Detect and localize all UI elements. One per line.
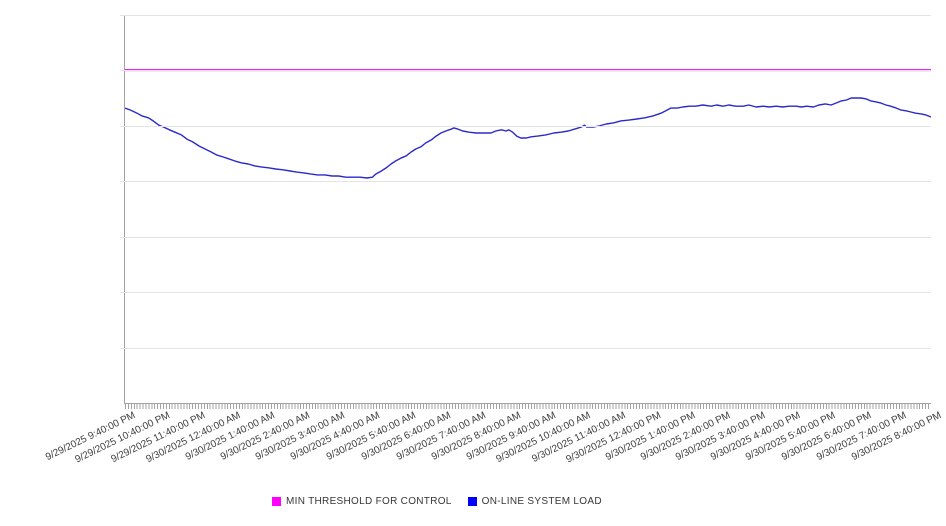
y-gridline <box>120 181 931 182</box>
y-gridline <box>120 237 931 238</box>
y-gridline <box>120 126 931 127</box>
y-gridline <box>120 70 931 71</box>
min-threshold-swatch-icon <box>272 497 281 506</box>
legend: MIN THRESHOLD FOR CONTROL ON-LINE SYSTEM… <box>272 496 602 507</box>
y-gridline <box>120 348 931 349</box>
series-layer <box>125 69 931 179</box>
y-gridline <box>120 15 931 16</box>
system-load-swatch-icon <box>467 497 477 506</box>
plot-area <box>120 15 931 404</box>
legend-item-system-load: ON-LINE SYSTEM LOAD <box>467 496 602 507</box>
legend-label-system-load: ON-LINE SYSTEM LOAD <box>481 496 602 507</box>
system-load-line <box>125 97 931 179</box>
x-axis-minor-ticks <box>125 404 931 409</box>
legend-label-min-threshold: MIN THRESHOLD FOR CONTROL <box>286 496 452 507</box>
legend-item-min-threshold: MIN THRESHOLD FOR CONTROL <box>272 496 452 507</box>
y-gridline <box>120 292 931 293</box>
